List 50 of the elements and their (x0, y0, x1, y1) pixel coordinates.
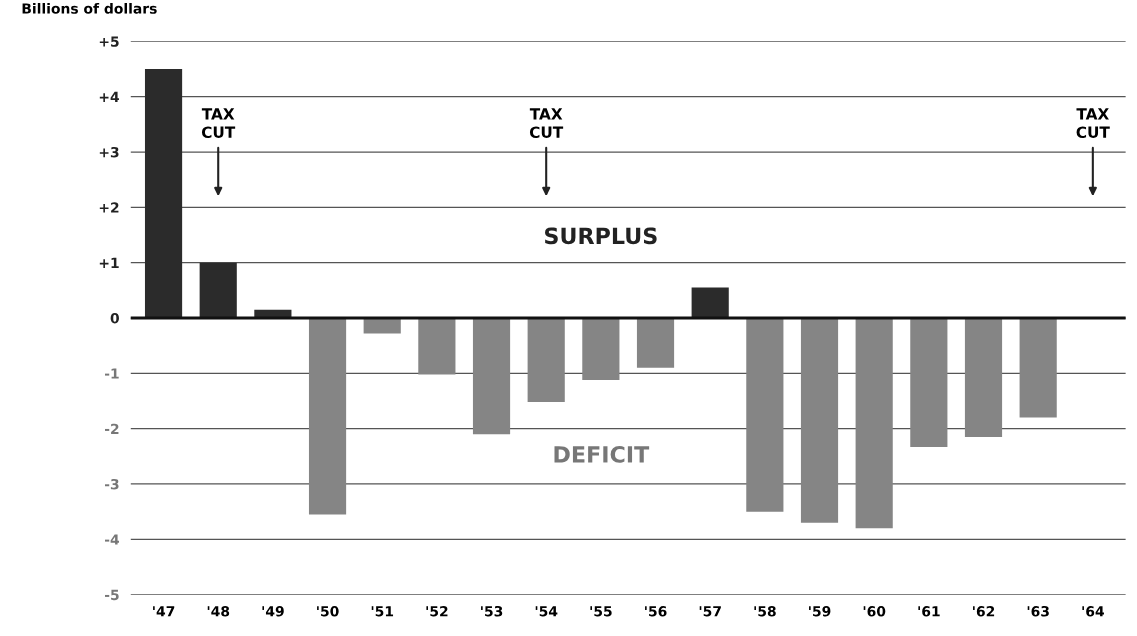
annotation: DEFICIT (554, 445, 650, 463)
x-tick-label: '57 (699, 606, 721, 617)
x-tick-label: '51 (371, 606, 394, 617)
x-tick-label: '55 (590, 606, 612, 617)
bar (582, 318, 620, 380)
x-tick-label: '53 (481, 606, 503, 617)
bar (910, 318, 948, 447)
x-tick-label: '58 (754, 606, 776, 617)
bar (199, 262, 237, 318)
x-tick-label: '61 (918, 606, 940, 617)
y-tick-label: 0 (110, 312, 119, 324)
bar (144, 69, 183, 318)
annotation: TAX CUT (529, 108, 564, 138)
bar (472, 318, 511, 435)
y-tick-label: +2 (99, 202, 119, 213)
bar (1019, 318, 1057, 418)
bar (855, 318, 893, 529)
bar (800, 318, 839, 523)
y-tick-label: -1 (104, 368, 119, 379)
bar (964, 318, 1003, 437)
bar (527, 318, 565, 403)
y-tick-label: -5 (104, 589, 119, 601)
y-tick-label: -4 (104, 534, 120, 545)
bar (636, 318, 675, 368)
y-tick-label: +4 (99, 91, 119, 102)
y-tick-label: -3 (104, 478, 119, 490)
annotation: TAX CUT (1076, 108, 1110, 138)
x-tick-label: '60 (863, 606, 886, 617)
annotation: TAX CUT (201, 108, 236, 138)
y-tick-label: +3 (99, 146, 119, 158)
y-tick-label: -2 (104, 423, 119, 434)
x-tick-label: '54 (535, 606, 558, 617)
annotation: SURPLUS (545, 227, 657, 245)
x-tick-label: '62 (973, 606, 995, 617)
x-tick-label: '52 (426, 606, 448, 617)
x-tick-label: '64 (1082, 606, 1104, 617)
bar (308, 318, 347, 515)
bar (691, 287, 729, 318)
x-tick-label: '48 (207, 606, 230, 617)
x-tick-label: '56 (645, 606, 667, 617)
bar (746, 318, 784, 512)
x-tick-label: '49 (262, 606, 284, 617)
y-tick-label: +5 (99, 36, 119, 47)
x-tick-label: '50 (317, 606, 339, 617)
bar (418, 318, 456, 375)
x-tick-label: '47 (153, 606, 175, 617)
y-tick-label: +1 (99, 257, 119, 268)
y-axis-title: Billions of dollars (22, 3, 157, 14)
x-tick-label: '59 (809, 606, 831, 617)
x-tick-label: '63 (1027, 606, 1049, 617)
